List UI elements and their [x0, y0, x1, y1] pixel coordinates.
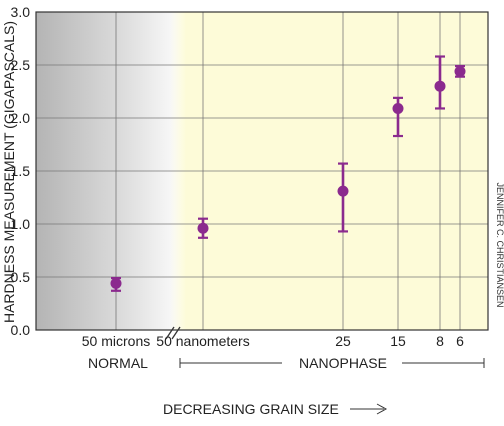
point-marker: [392, 102, 404, 114]
point-marker: [454, 65, 466, 77]
data-point: [197, 217, 209, 239]
data-point: [454, 64, 466, 78]
y-tick-label: 1.5: [11, 163, 31, 179]
x-tick-label: 25: [335, 333, 351, 349]
data-point: [392, 96, 404, 138]
y-tick-label: 0.5: [11, 269, 31, 285]
data-point: [110, 276, 122, 292]
region-label-nanophase: NANOPHASE: [299, 355, 387, 371]
x-axis-label: DECREASING GRAIN SIZE: [163, 401, 339, 417]
y-tick-label: 2.0: [11, 110, 31, 126]
axis-break-marks: [165, 326, 181, 340]
region-label-normal: NORMAL: [88, 355, 148, 371]
x-tick-label: 15: [390, 333, 406, 349]
point-marker: [110, 277, 122, 289]
data-point: [337, 162, 349, 233]
x-tick-label: 8: [436, 333, 444, 349]
y-tick-label: 0.0: [11, 322, 31, 338]
x-axis-arrow: [350, 403, 388, 415]
y-tick-label: 3.0: [11, 4, 31, 20]
x-tick-label: 6: [456, 333, 464, 349]
x-tick-label: 50 microns: [82, 333, 150, 349]
y-tick-label: 2.5: [11, 57, 31, 73]
y-axis-label: HARDNESS MEASUREMENT (GIGAPASCALS): [1, 21, 17, 323]
point-marker: [434, 80, 446, 92]
point-marker: [197, 222, 209, 234]
y-tick-label: 1.0: [11, 216, 31, 232]
x-tick-label: 50 nanometers: [156, 333, 249, 349]
plot-frame: [35, 11, 489, 331]
nanophase-bracket: [179, 358, 485, 368]
photo-credit: JENNIFER C. CHRISTIANSEN: [495, 182, 504, 307]
data-point: [434, 55, 446, 110]
point-marker: [337, 185, 349, 197]
